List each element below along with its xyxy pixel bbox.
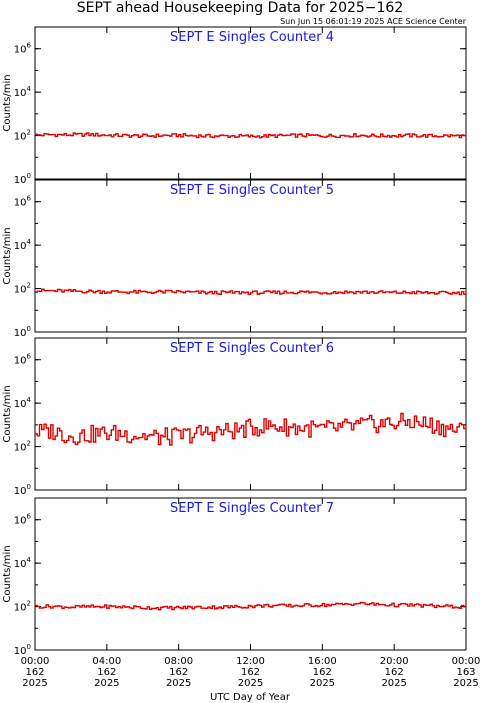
counts-series-line [35,601,466,611]
y-axis-title: Counts/min [2,227,13,284]
x-tick-year: 2025 [94,678,119,689]
y-axis-title: Counts/min [2,74,13,131]
y-tick-label: 106 [14,42,32,56]
x-tick-time: 12:00 [236,656,265,667]
x-tick-day: 162 [97,667,116,678]
x-axis-labels: 00:00162202504:00162202508:00162202512:0… [21,656,481,689]
x-axis-title: UTC Day of Year [210,692,291,703]
y-tick-label: 100 [14,172,31,186]
panels-container: 100 102 104 106 Counts/min SEPT E Singles Cou… [2,26,467,657]
x-tick-time: 00:00 [21,656,50,667]
panel-title: SEPT E Singles Counter 5 [170,183,334,198]
y-tick-label: 104 [14,238,32,252]
y-axis-title: Counts/min [2,385,13,442]
plot-frame [34,26,467,180]
chart-panel: 100 102 104 106 Counts/min SEPT E Singles Cou… [2,179,467,339]
y-tick-label: 104 [14,556,32,570]
x-tick-time: 16:00 [308,656,337,667]
y-tick-label: 102 [14,440,31,454]
x-tick-time: 04:00 [92,656,121,667]
x-tick-year: 2025 [453,678,478,689]
plot-frame [34,179,467,333]
x-tick-year: 2025 [238,678,263,689]
y-tick-label: 104 [14,85,32,99]
x-tick-day: 162 [313,667,332,678]
y-tick-label: 100 [14,643,31,657]
x-tick-day: 162 [385,667,404,678]
y-tick-label: 102 [14,600,31,614]
chart-panel: 100 102 104 106 Counts/min SEPT E Singles Cou… [2,497,467,657]
x-tick-day: 162 [241,667,260,678]
chart-panel: 100 102 104 106 Counts/min SEPT E Singles Cou… [2,337,467,497]
y-tick-label: 100 [14,325,31,339]
y-axis-title: Counts/min [2,545,13,602]
y-tick-label: 106 [14,353,32,367]
y-tick-label: 104 [14,396,32,410]
x-tick-year: 2025 [310,678,335,689]
chart-panel: 100 102 104 106 Counts/min SEPT E Singles Cou… [2,26,467,186]
plot-frame [34,497,467,651]
x-tick-time: 08:00 [164,656,193,667]
panel-title: SEPT E Singles Counter 6 [170,341,334,356]
x-tick-year: 2025 [381,678,406,689]
figure-title: SEPT ahead Housekeeping Data for 2025−16… [77,0,404,16]
generation-timestamp: Sun Jun 15 06:01:19 2025 ACE Science Cen… [280,17,467,26]
panel-title: SEPT E Singles Counter 4 [170,30,334,45]
x-tick-day: 163 [456,667,475,678]
counts-series-line [35,288,466,296]
y-tick-label: 106 [14,513,32,527]
y-tick-label: 100 [14,483,31,497]
y-tick-label: 106 [14,195,32,209]
x-tick-year: 2025 [166,678,191,689]
x-tick-day: 162 [25,667,44,678]
x-tick-time: 00:00 [452,656,481,667]
panel-title: SEPT E Singles Counter 7 [170,501,334,516]
y-tick-label: 102 [14,282,31,296]
x-tick-year: 2025 [22,678,47,689]
x-tick-day: 162 [169,667,188,678]
y-tick-label: 102 [14,129,31,143]
counts-series-line [35,412,466,446]
x-tick-time: 20:00 [380,656,409,667]
counts-series-line [35,132,466,139]
